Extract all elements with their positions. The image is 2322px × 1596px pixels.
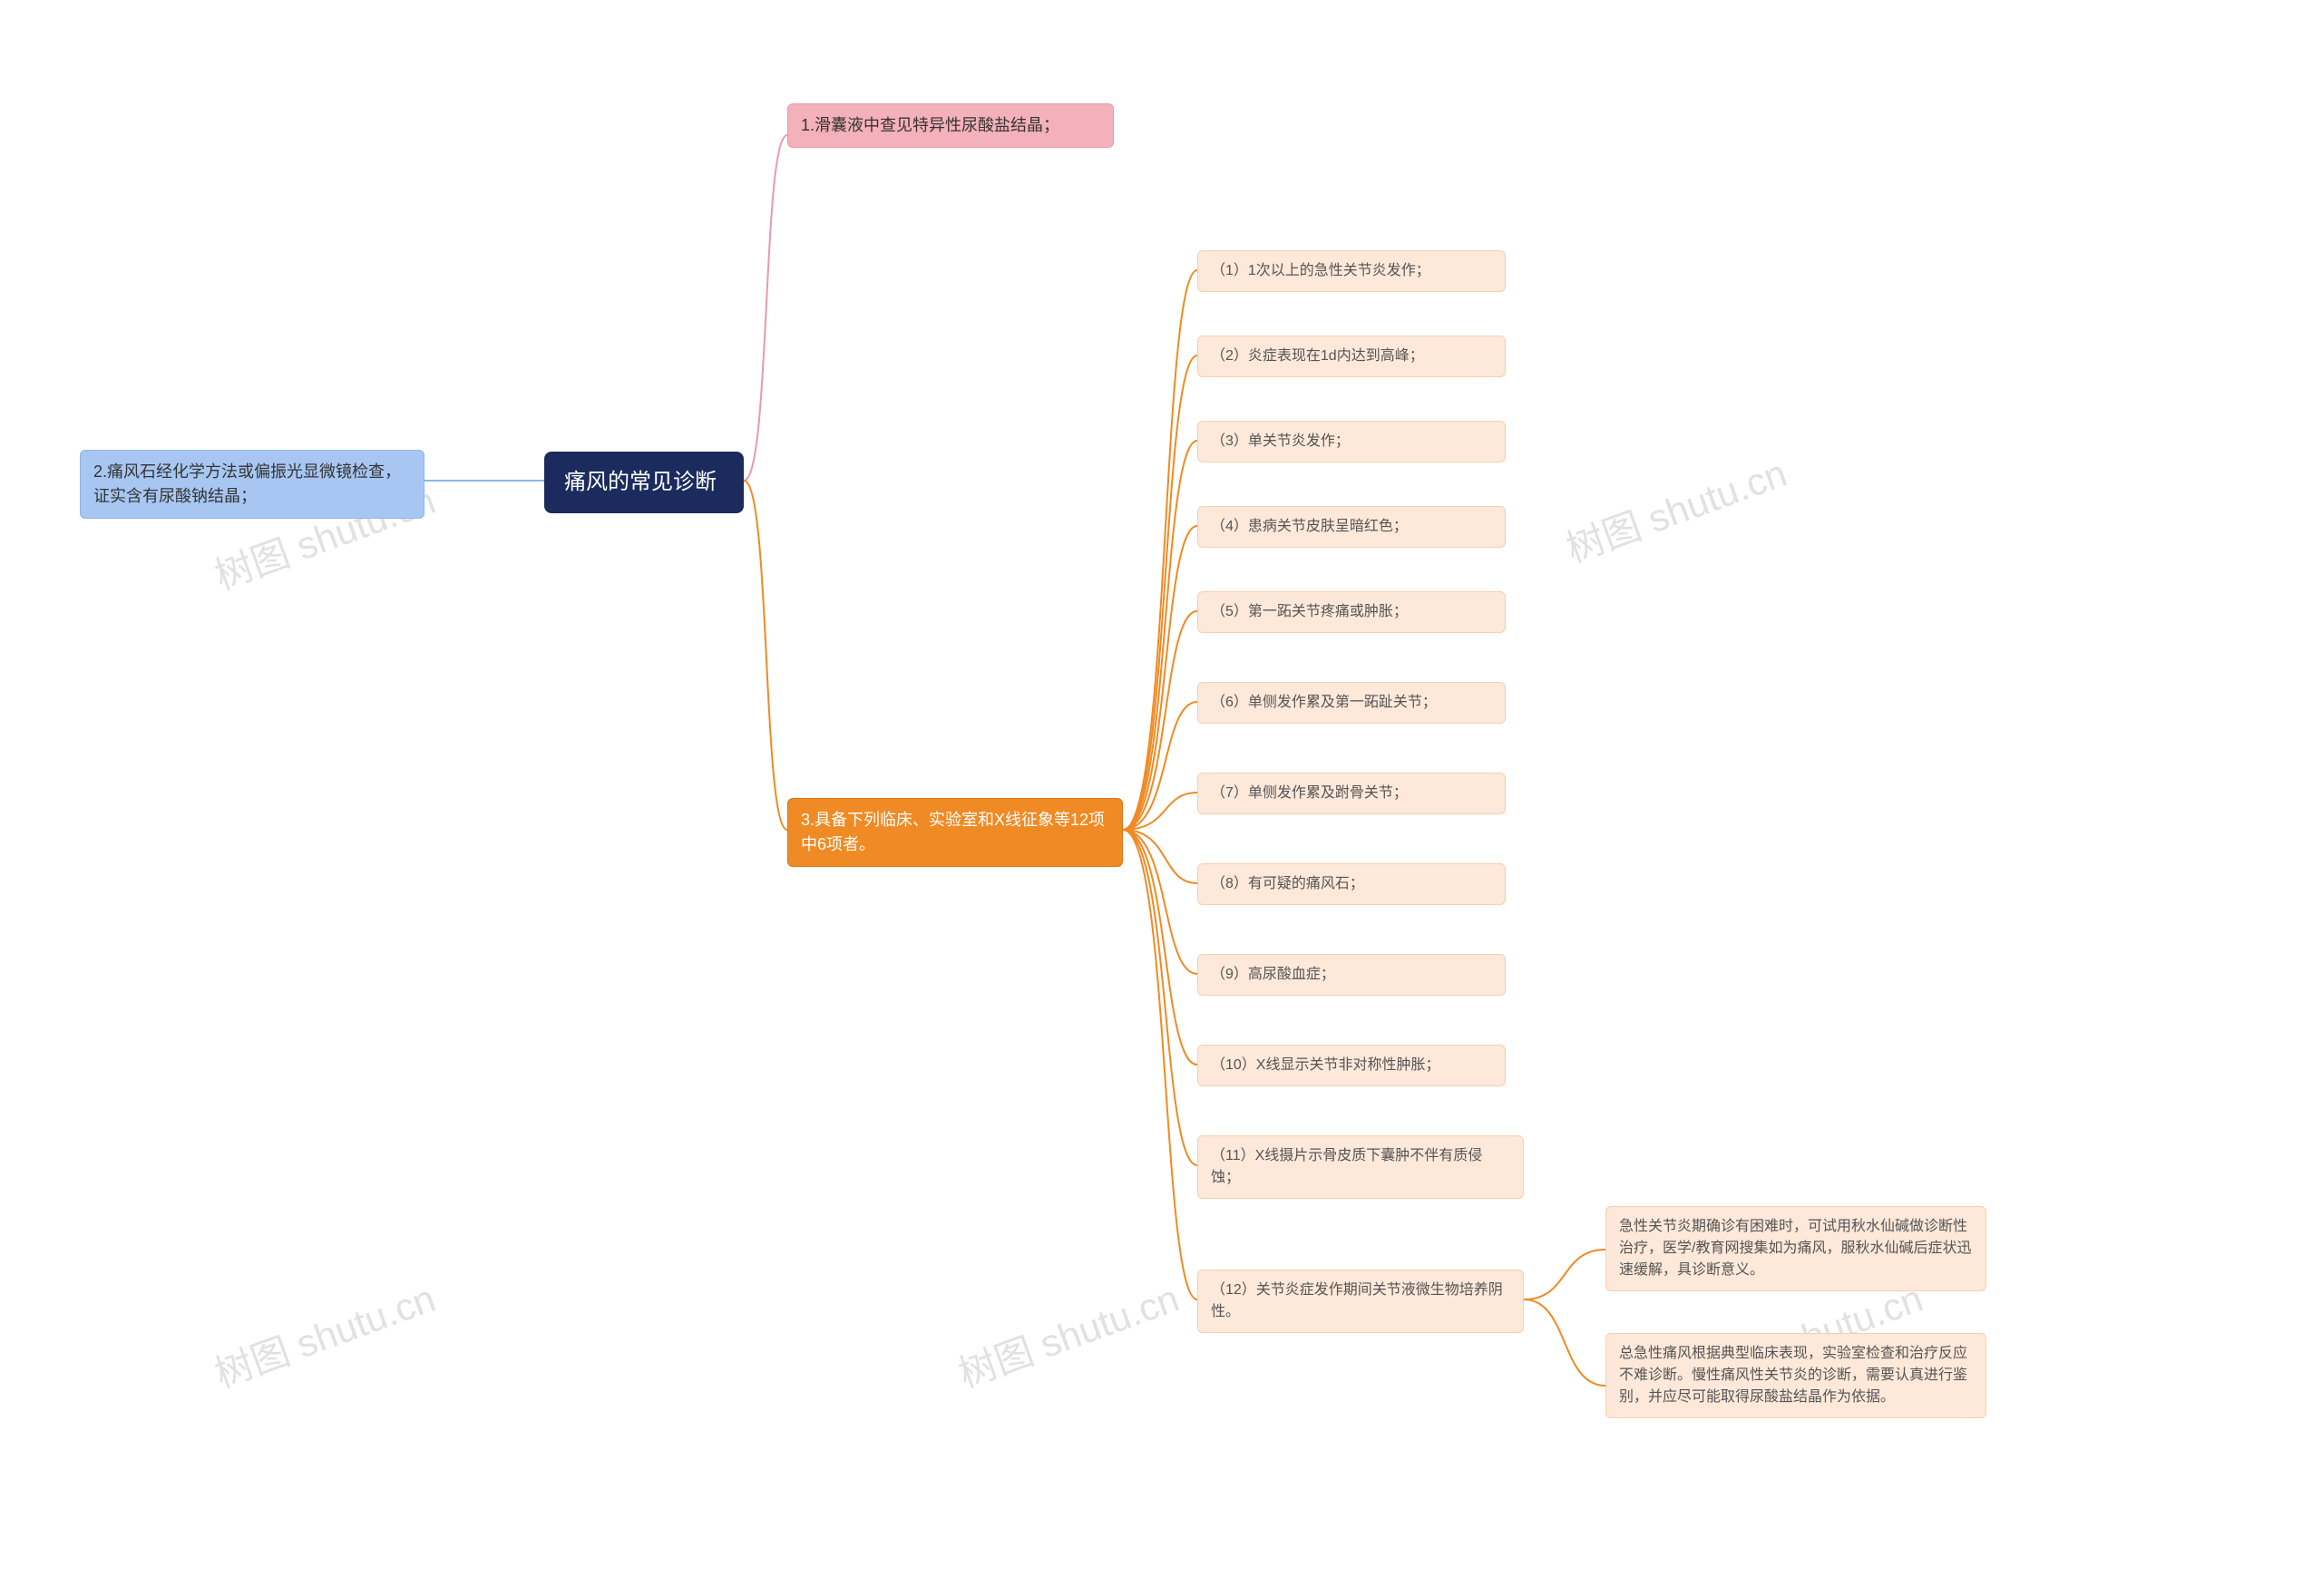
watermark: 树图 shutu.cn xyxy=(1557,443,1793,573)
branch-2[interactable]: 2.痛风石经化学方法或偏振光显微镜检查，证实含有尿酸钠结晶； xyxy=(80,450,424,519)
leaf-6[interactable]: （6）单侧发作累及第一跖趾关节； xyxy=(1197,682,1506,724)
leaf-9[interactable]: （9）高尿酸血症； xyxy=(1197,954,1506,996)
leaf-2[interactable]: （2）炎症表现在1d内达到高峰； xyxy=(1197,336,1506,377)
leaf-11[interactable]: （11）X线摄片示骨皮质下囊肿不伴有质侵蚀； xyxy=(1197,1135,1524,1199)
watermark: 树图 shutu.cn xyxy=(950,1268,1185,1398)
leaf-3[interactable]: （3）单关节炎发作； xyxy=(1197,421,1506,462)
branch-3[interactable]: 3.具备下列临床、实验室和X线征象等12项中6项者。 xyxy=(787,798,1123,867)
leaf-12[interactable]: （12）关节炎症发作期间关节液微生物培养阴性。 xyxy=(1197,1270,1524,1333)
leaf-10[interactable]: （10）X线显示关节非对称性肿胀； xyxy=(1197,1045,1506,1086)
watermark: 树图 shutu.cn xyxy=(206,1268,442,1398)
note-1[interactable]: 急性关节炎期确诊有困难时，可试用秋水仙碱做诊断性治疗，医学/教育网搜集如为痛风，… xyxy=(1605,1206,1986,1291)
leaf-1[interactable]: （1）1次以上的急性关节炎发作； xyxy=(1197,250,1506,292)
leaf-5[interactable]: （5）第一跖关节疼痛或肿胀； xyxy=(1197,591,1506,633)
leaf-8[interactable]: （8）有可疑的痛风石； xyxy=(1197,863,1506,905)
root-node[interactable]: 痛风的常见诊断 xyxy=(544,452,744,513)
branch-1[interactable]: 1.滑囊液中查见特异性尿酸盐结晶； xyxy=(787,103,1114,148)
mindmap-canvas: 树图 shutu.cn 树图 shutu.cn 树图 shutu.cn 树图 s… xyxy=(0,0,2322,1596)
note-2[interactable]: 总急性痛风根据典型临床表现，实验室检查和治疗反应不难诊断。慢性痛风性关节炎的诊断… xyxy=(1605,1333,1986,1418)
leaf-4[interactable]: （4）患病关节皮肤呈暗红色； xyxy=(1197,506,1506,548)
leaf-7[interactable]: （7）单侧发作累及跗骨关节； xyxy=(1197,773,1506,814)
